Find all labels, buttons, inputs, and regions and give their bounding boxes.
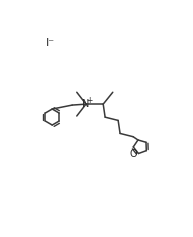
Text: I⁻: I⁻ (46, 38, 55, 48)
Text: O: O (130, 149, 137, 159)
Text: N: N (82, 99, 90, 109)
Text: +: + (87, 96, 93, 105)
